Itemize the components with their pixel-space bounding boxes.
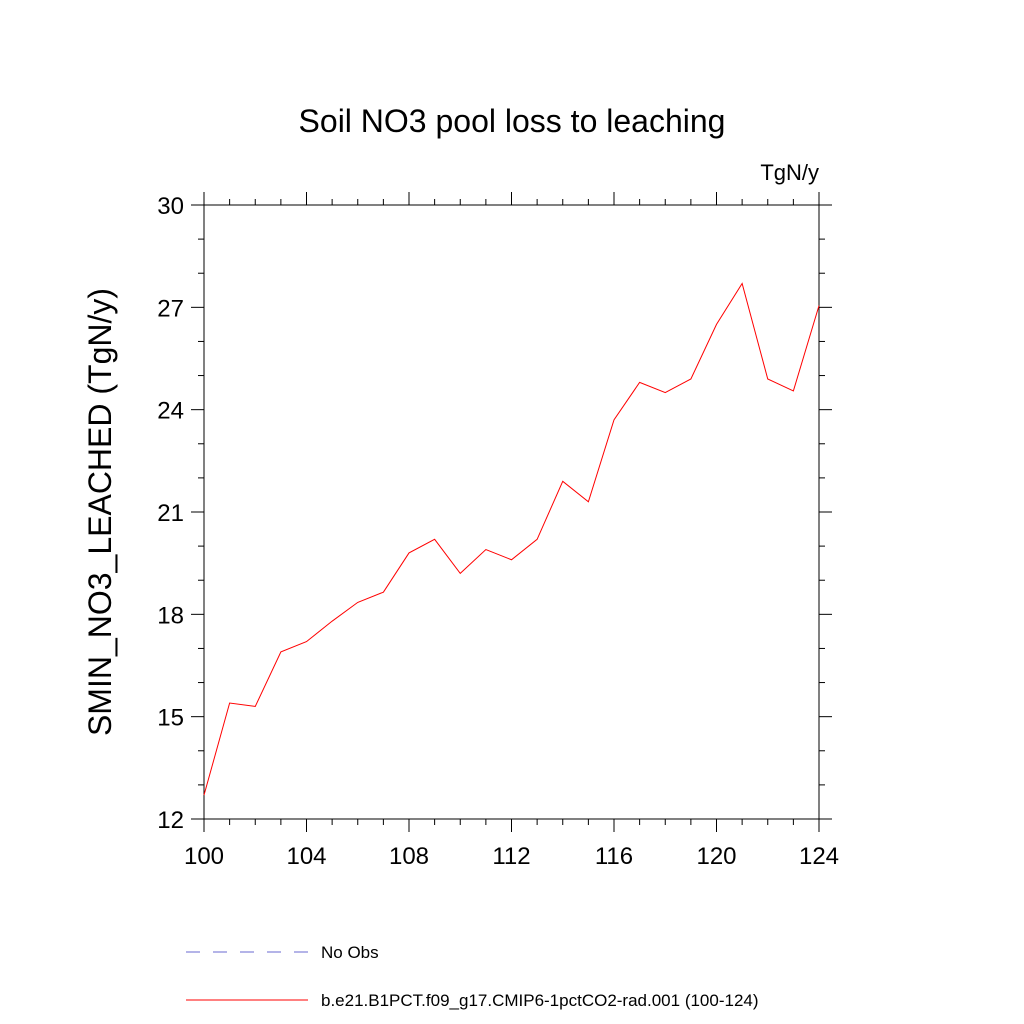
y-tick-label: 15 xyxy=(157,705,184,732)
x-tick-label: 108 xyxy=(389,843,429,870)
y-tick-label: 30 xyxy=(157,193,184,220)
x-tick-label: 116 xyxy=(595,843,633,870)
series-line xyxy=(203,282,820,796)
y-tick-label: 24 xyxy=(157,398,184,425)
y-tick-label: 18 xyxy=(157,602,184,629)
units-label: TgN/y xyxy=(760,160,819,185)
x-tick-label: 104 xyxy=(286,843,326,870)
axes: 100 104 108 112 116 120 124 12 15 18 21 24 27 30 xyxy=(157,192,839,870)
legend-label: b.e21.B1PCT.f09_g17.CMIP6-1pctCO2-rad.00… xyxy=(321,991,759,1010)
legend-label: No Obs xyxy=(321,943,379,962)
x-tick-label: 124 xyxy=(799,843,839,870)
y-tick-label: 12 xyxy=(157,807,184,834)
x-tick-label: 120 xyxy=(696,843,736,870)
x-tick-label: 112 xyxy=(492,843,530,870)
legend: No Obs b.e21.B1PCT.f09_g17.CMIP6-1pctCO2-… xyxy=(186,943,759,1010)
y-tick-label: 21 xyxy=(157,500,184,527)
y-axis-label: SMIN_NO3_LEACHED (TgN/y) xyxy=(82,288,118,736)
y-tick-label: 27 xyxy=(157,295,184,322)
chart-title: Soil NO3 pool loss to leaching xyxy=(299,103,726,139)
x-tick-label: 100 xyxy=(184,843,224,870)
plot-frame xyxy=(203,204,820,820)
series-group xyxy=(203,282,820,796)
